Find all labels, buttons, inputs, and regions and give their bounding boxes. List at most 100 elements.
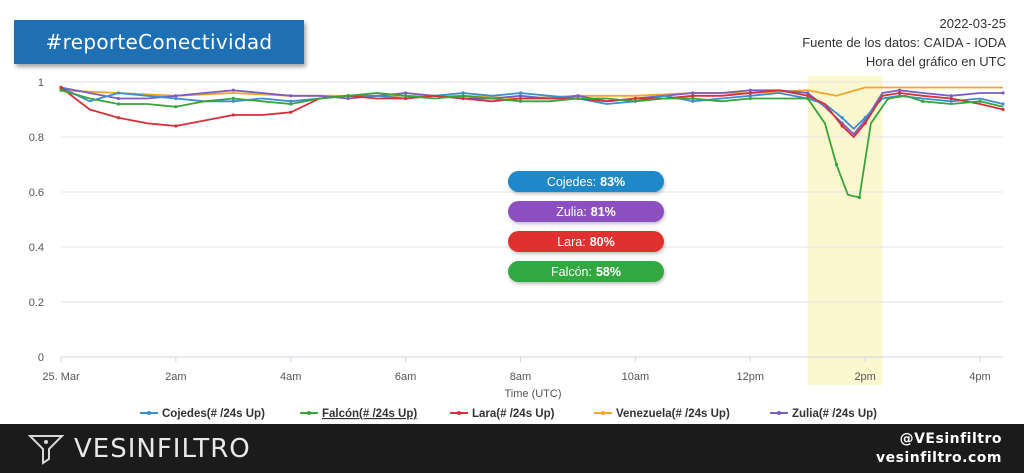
- legend-label: Falcón(# /24s Up): [322, 408, 417, 420]
- legend-item-zulia[interactable]: Zulia(# /24s Up): [770, 408, 877, 420]
- data-point: [346, 94, 350, 98]
- social-handle: @VEsinfiltro: [899, 431, 1002, 447]
- data-point: [691, 96, 695, 101]
- x-axis-label: Time (UTC): [504, 388, 561, 400]
- data-point: [346, 96, 350, 101]
- data-point: [404, 96, 408, 101]
- badge-falcon: Falcón: 58%: [508, 261, 664, 282]
- data-point: [461, 91, 465, 95]
- hashtag-banner: #reporteConectividad: [14, 20, 304, 64]
- legend-label: Zulia(# /24s Up): [792, 408, 877, 420]
- data-point: [691, 91, 695, 95]
- data-point: [886, 96, 890, 101]
- brand: VESINFILTRO: [28, 433, 251, 465]
- data-point: [289, 110, 293, 114]
- legend-marker: [457, 411, 461, 415]
- badge-zulia: Zulia: 81%: [508, 201, 664, 222]
- legend-item-cojedes[interactable]: Cojedes(# /24s Up): [140, 408, 265, 420]
- data-point: [949, 96, 953, 101]
- data-point: [840, 116, 844, 120]
- footer-bar: VESINFILTRO @VEsinfiltro vesinfiltro.com: [0, 424, 1024, 473]
- data-point: [289, 99, 293, 103]
- legend-item-lara[interactable]: Lara(# /24s Up): [450, 408, 555, 420]
- data-point: [116, 116, 121, 120]
- data-point: [978, 99, 982, 103]
- data-point: [806, 96, 810, 101]
- data-point: [806, 94, 810, 98]
- data-point: [174, 105, 178, 109]
- data-point: [174, 94, 178, 98]
- data-point: [633, 99, 637, 103]
- data-source: Fuente de los datos: CAIDA - IODA: [802, 35, 1006, 50]
- data-point: [898, 91, 902, 95]
- y-tick-label: 1: [38, 77, 44, 89]
- data-point: [576, 94, 580, 98]
- data-point: [898, 88, 902, 92]
- x-tick-label: 10am: [622, 371, 650, 383]
- data-point: [949, 94, 953, 98]
- badge-falcon-name: Falcón:: [550, 264, 592, 279]
- data-point: [231, 113, 235, 117]
- data-point: [231, 88, 235, 92]
- data-point: [59, 88, 63, 92]
- badge-cojedes: Cojedes: 83%: [508, 171, 664, 192]
- x-tick-label: 2pm: [854, 371, 875, 383]
- data-point: [748, 96, 752, 101]
- data-point: [633, 96, 637, 101]
- legend-label: Cojedes(# /24s Up): [162, 408, 265, 420]
- badge-cojedes-value: 83%: [600, 174, 626, 189]
- legend-marker: [777, 411, 781, 415]
- legend-marker: [307, 411, 311, 415]
- series-line-falcon: [60, 89, 1004, 199]
- y-tick-label: 0.8: [29, 132, 44, 144]
- data-point: [691, 94, 695, 98]
- x-tick-label: 12pm: [737, 371, 765, 383]
- data-point: [949, 99, 953, 103]
- data-point: [518, 94, 523, 98]
- time-note: Hora del gráfico en UTC: [865, 54, 1006, 69]
- x-tick-label: 2am: [165, 371, 186, 383]
- x-tick-label: 8am: [510, 371, 531, 383]
- report-date: 2022-03-25: [939, 16, 1007, 31]
- data-point: [518, 91, 523, 95]
- y-tick-label: 0.4: [29, 242, 44, 254]
- data-point: [289, 94, 293, 98]
- y-tick-label: 0.2: [29, 297, 44, 309]
- x-tick-label: 6am: [395, 371, 416, 383]
- data-point: [116, 91, 121, 95]
- badge-falcon-value: 58%: [595, 264, 622, 279]
- data-point: [231, 99, 235, 103]
- connectivity-chart: 0 0.2 0.4 0.6 0.8 1 25. Mar 2am 4am 6am 8am 10am 12…: [29, 76, 1005, 420]
- x-tick-label: 25. Mar: [42, 371, 80, 383]
- badge-zulia-name: Zulia:: [556, 204, 587, 219]
- x-tick-label: 4pm: [969, 371, 990, 383]
- legend-item-falcon[interactable]: Falcón(# /24s Up): [300, 408, 417, 420]
- data-point: [461, 94, 465, 98]
- website: vesinfiltro.com: [876, 450, 1002, 466]
- badge-zulia-value: 81%: [590, 204, 616, 219]
- data-point: [748, 94, 752, 98]
- data-point: [840, 124, 844, 128]
- data-point: [863, 121, 867, 125]
- data-point: [834, 162, 839, 167]
- data-point: [748, 88, 752, 92]
- legend-item-venezuela[interactable]: Venezuela(# /24s Up): [594, 408, 730, 420]
- y-tick-label: 0.6: [29, 187, 44, 199]
- y-tick-label: 0: [38, 352, 44, 364]
- legend-marker: [147, 411, 151, 415]
- data-point: [857, 195, 862, 200]
- data-point: [518, 96, 523, 101]
- data-point: [404, 94, 408, 98]
- data-point: [691, 99, 695, 103]
- badge-lara: Lara: 80%: [508, 231, 664, 252]
- data-point: [806, 91, 810, 95]
- data-point: [174, 96, 178, 101]
- social-info: @VEsinfiltro vesinfiltro.com: [876, 430, 1002, 468]
- data-point: [404, 91, 408, 95]
- data-point: [116, 102, 121, 106]
- legend-label: Venezuela(# /24s Up): [616, 408, 730, 420]
- data-point: [59, 85, 63, 90]
- data-point: [748, 91, 752, 95]
- data-point: [231, 96, 235, 101]
- x-tick-label: 4am: [280, 371, 301, 383]
